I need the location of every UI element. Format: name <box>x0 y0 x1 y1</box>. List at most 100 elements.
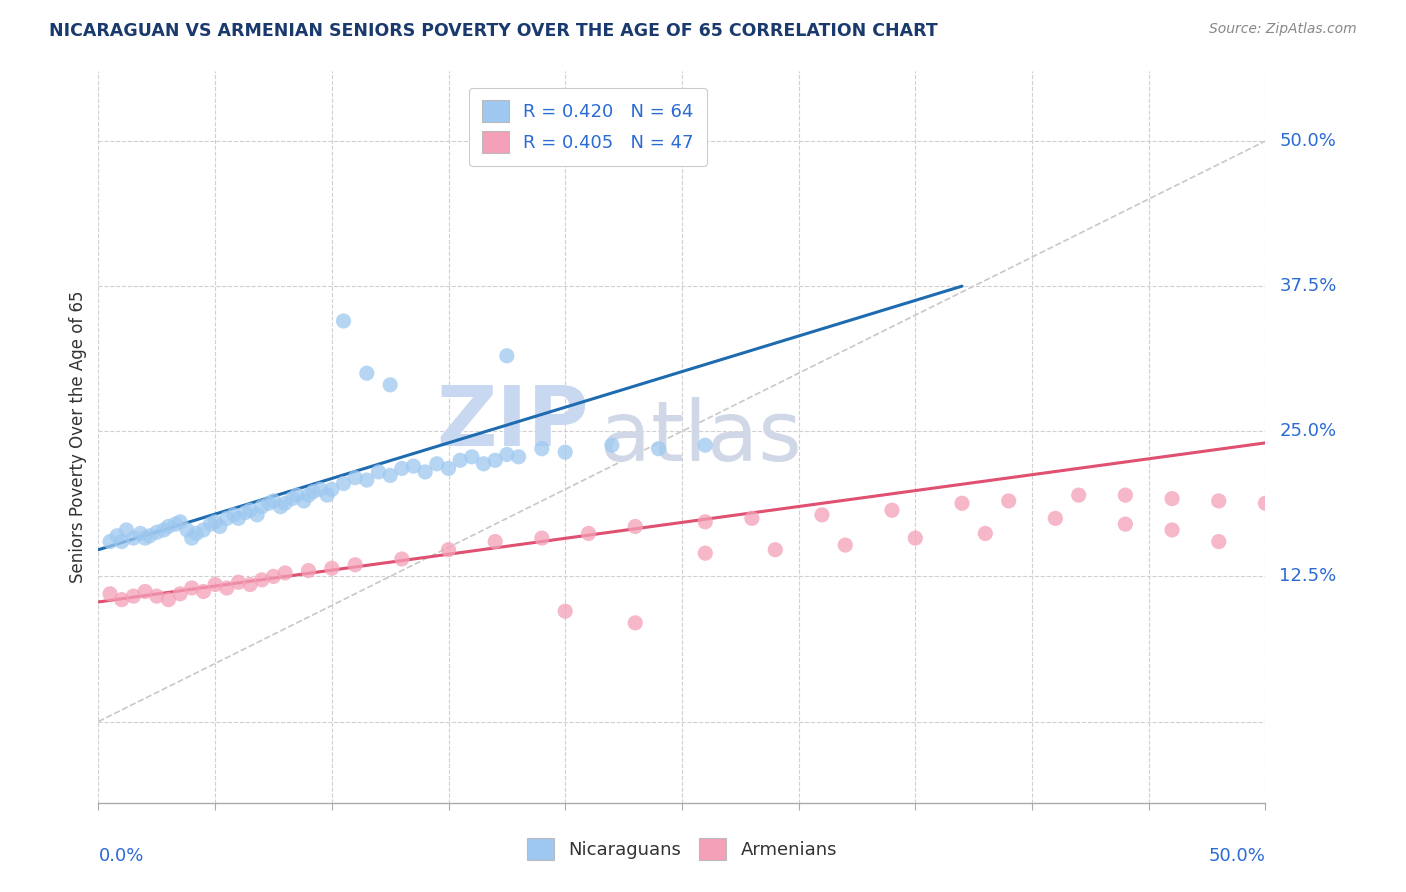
Point <box>1045 511 1067 525</box>
Point <box>257 496 280 510</box>
Point <box>111 592 134 607</box>
Point <box>228 511 250 525</box>
Point <box>246 508 269 522</box>
Point <box>235 506 257 520</box>
Point <box>472 457 495 471</box>
Point <box>215 581 238 595</box>
Text: 50.0%: 50.0% <box>1209 847 1265 864</box>
Point <box>530 531 553 545</box>
Point <box>297 564 319 578</box>
Point <box>262 569 284 583</box>
Y-axis label: Seniors Poverty Over the Age of 65: Seniors Poverty Over the Age of 65 <box>69 291 87 583</box>
Point <box>332 314 354 328</box>
Text: ZIP: ZIP <box>436 382 589 463</box>
Point <box>449 453 471 467</box>
Point <box>98 587 121 601</box>
Point <box>134 531 156 545</box>
Text: 37.5%: 37.5% <box>1279 277 1337 295</box>
Point <box>578 526 600 541</box>
Point <box>111 534 134 549</box>
Point <box>169 515 191 529</box>
Point <box>437 542 460 557</box>
Point <box>157 592 180 607</box>
Point <box>274 496 297 510</box>
Point <box>139 529 162 543</box>
Point <box>180 531 202 545</box>
Point <box>344 558 367 572</box>
Point <box>321 483 343 497</box>
Point <box>1114 517 1136 532</box>
Point <box>624 519 647 533</box>
Point <box>122 531 145 545</box>
Point <box>180 581 202 595</box>
Point <box>380 468 402 483</box>
Point <box>250 500 273 514</box>
Point <box>215 511 238 525</box>
Point <box>1067 488 1090 502</box>
Point <box>437 461 460 475</box>
Point <box>413 465 436 479</box>
Point <box>496 448 519 462</box>
Text: 12.5%: 12.5% <box>1279 567 1337 585</box>
Point <box>165 517 187 532</box>
Point <box>695 515 717 529</box>
Point <box>554 445 576 459</box>
Point <box>228 575 250 590</box>
Point <box>426 457 449 471</box>
Text: atlas: atlas <box>600 397 801 477</box>
Legend: Nicaraguans, Armenians: Nicaraguans, Armenians <box>519 830 845 867</box>
Point <box>380 377 402 392</box>
Point <box>695 546 717 560</box>
Point <box>316 488 339 502</box>
Point <box>402 459 425 474</box>
Text: 25.0%: 25.0% <box>1279 422 1337 441</box>
Point <box>530 442 553 456</box>
Point <box>1161 491 1184 506</box>
Point <box>332 476 354 491</box>
Point <box>600 438 623 452</box>
Point <box>239 503 262 517</box>
Point <box>484 534 506 549</box>
Point <box>269 500 291 514</box>
Point <box>950 496 973 510</box>
Point <box>695 438 717 452</box>
Point <box>1254 496 1277 510</box>
Point <box>129 526 152 541</box>
Text: 50.0%: 50.0% <box>1279 132 1336 150</box>
Point <box>1208 494 1230 508</box>
Point <box>285 488 308 502</box>
Point <box>292 494 315 508</box>
Point <box>554 604 576 618</box>
Point <box>134 584 156 599</box>
Point <box>391 552 413 566</box>
Point <box>1208 534 1230 549</box>
Point <box>997 494 1019 508</box>
Text: Source: ZipAtlas.com: Source: ZipAtlas.com <box>1209 22 1357 37</box>
Text: NICARAGUAN VS ARMENIAN SENIORS POVERTY OVER THE AGE OF 65 CORRELATION CHART: NICARAGUAN VS ARMENIAN SENIORS POVERTY O… <box>49 22 938 40</box>
Point <box>169 587 191 601</box>
Point <box>811 508 834 522</box>
Point <box>356 473 378 487</box>
Point <box>1114 488 1136 502</box>
Point <box>222 508 245 522</box>
Point <box>105 529 128 543</box>
Point <box>208 519 231 533</box>
Point <box>344 471 367 485</box>
Point <box>880 503 903 517</box>
Point <box>193 523 215 537</box>
Point <box>974 526 997 541</box>
Point <box>98 534 121 549</box>
Point <box>204 577 226 591</box>
Point <box>741 511 763 525</box>
Point <box>115 523 138 537</box>
Point <box>146 525 169 540</box>
Point <box>496 349 519 363</box>
Point <box>204 515 226 529</box>
Point <box>391 461 413 475</box>
Point <box>367 465 389 479</box>
Point <box>186 526 208 541</box>
Point <box>297 488 319 502</box>
Point <box>904 531 927 545</box>
Point <box>484 453 506 467</box>
Point <box>763 542 786 557</box>
